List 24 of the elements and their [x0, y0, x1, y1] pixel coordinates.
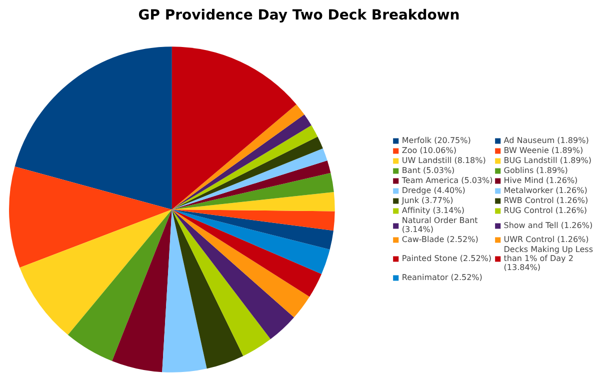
legend-label: Hive Mind (1.26%) — [504, 176, 578, 185]
legend-label: Bant (5.03%) — [402, 166, 455, 175]
legend-label: Metalworker (1.26%) — [504, 186, 588, 195]
legend-label: Merfolk (20.75%) — [402, 136, 471, 145]
legend-label: Junk (3.77%) — [402, 196, 454, 205]
legend-label: UWR Control (1.26%) — [504, 235, 589, 244]
legend-label: Ad Nauseum (1.89%) — [504, 136, 589, 145]
legend-label: Team America (5.03%) — [402, 176, 493, 185]
legend-label: Dredge (4.40%) — [402, 186, 466, 195]
legend-label: RUG Control (1.26%) — [504, 206, 588, 215]
legend-label: Reanimator (2.52%) — [402, 273, 482, 282]
legend-label: BW Weenie (1.89%) — [504, 146, 584, 155]
legend-label: Caw-Blade (2.52%) — [402, 235, 478, 244]
legend-label: Zoo (10.06%) — [402, 146, 456, 155]
legend-label: Decks Making Up Less than 1% of Day 2 (13.84%) — [504, 245, 593, 272]
legend-label: RWB Control (1.26%) — [504, 196, 588, 205]
legend-label: UW Landstill (8.18%) — [402, 156, 486, 165]
legend-label: Natural Order Bant (3.14%) — [402, 216, 478, 234]
legend-label: Affinity (3.14%) — [402, 206, 464, 215]
legend-label: Goblins (1.89%) — [504, 166, 568, 175]
legend-label: Painted Stone (2.52%) — [402, 254, 492, 263]
legend-label: Show and Tell (1.26%) — [504, 220, 593, 230]
legend-label: BUG Landstill (1.89%) — [504, 156, 592, 165]
chart-title: GP Providence Day Two Deck Breakdown — [138, 8, 460, 24]
